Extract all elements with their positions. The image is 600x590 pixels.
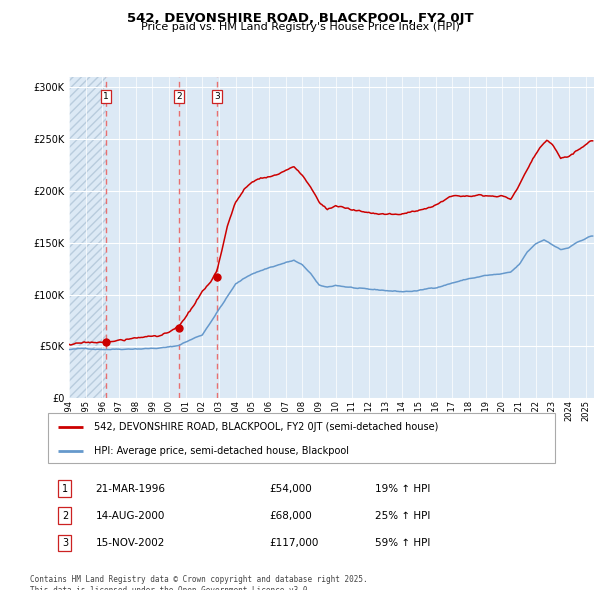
Text: 3: 3 — [62, 538, 68, 548]
Text: 2: 2 — [176, 92, 182, 101]
Text: 19% ↑ HPI: 19% ↑ HPI — [376, 484, 431, 493]
Text: £117,000: £117,000 — [270, 538, 319, 548]
Text: 3: 3 — [214, 92, 220, 101]
Text: Price paid vs. HM Land Registry's House Price Index (HPI): Price paid vs. HM Land Registry's House … — [140, 22, 460, 32]
Text: 542, DEVONSHIRE ROAD, BLACKPOOL, FY2 0JT: 542, DEVONSHIRE ROAD, BLACKPOOL, FY2 0JT — [127, 12, 473, 25]
Text: Contains HM Land Registry data © Crown copyright and database right 2025.
This d: Contains HM Land Registry data © Crown c… — [30, 575, 368, 590]
Text: 14-AUG-2000: 14-AUG-2000 — [95, 511, 165, 521]
Text: 1: 1 — [62, 484, 68, 493]
Text: 15-NOV-2002: 15-NOV-2002 — [95, 538, 165, 548]
Text: 25% ↑ HPI: 25% ↑ HPI — [376, 511, 431, 521]
Text: 542, DEVONSHIRE ROAD, BLACKPOOL, FY2 0JT (semi-detached house): 542, DEVONSHIRE ROAD, BLACKPOOL, FY2 0JT… — [94, 422, 438, 432]
Text: HPI: Average price, semi-detached house, Blackpool: HPI: Average price, semi-detached house,… — [94, 445, 349, 455]
Text: £54,000: £54,000 — [270, 484, 313, 493]
Text: 21-MAR-1996: 21-MAR-1996 — [95, 484, 166, 493]
Bar — [69, 77, 106, 398]
Text: 1: 1 — [103, 92, 109, 101]
Text: 2: 2 — [62, 511, 68, 521]
Text: £68,000: £68,000 — [270, 511, 313, 521]
Text: 59% ↑ HPI: 59% ↑ HPI — [376, 538, 431, 548]
